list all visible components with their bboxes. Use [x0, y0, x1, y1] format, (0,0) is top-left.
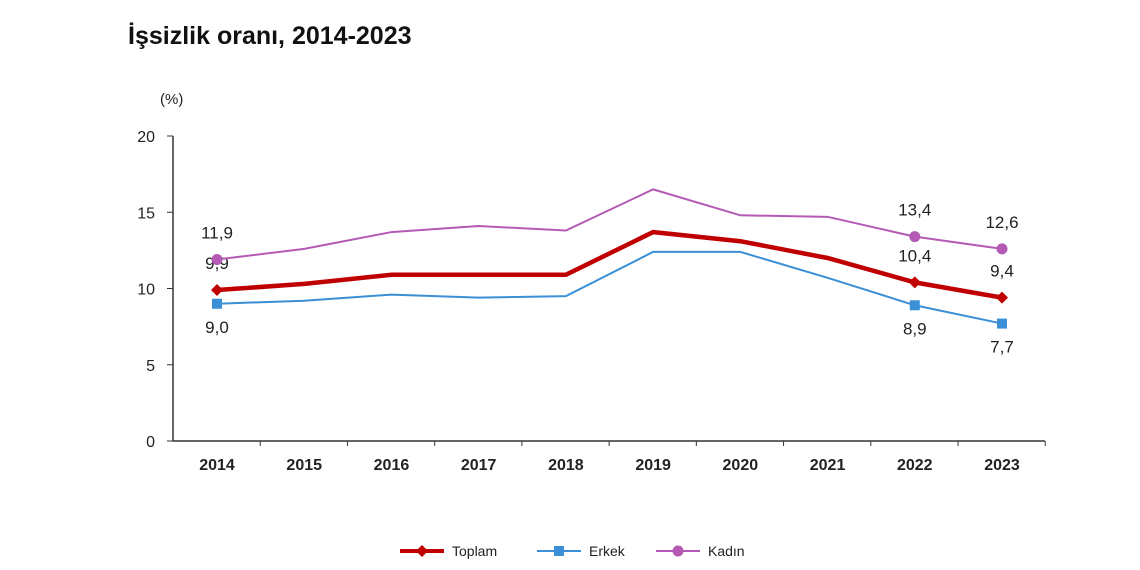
data-point-kadn: [996, 243, 1008, 255]
data-label-kadn: 11,9: [201, 224, 233, 243]
data-label-erkek: 7,7: [990, 338, 1014, 357]
data-point-kadn: [909, 231, 921, 243]
data-point-toplam: [908, 276, 921, 289]
data-label-kadn: 13,4: [898, 201, 931, 220]
y-tick-label: 15: [137, 205, 155, 222]
legend-label-kadn: Kadın: [708, 543, 745, 559]
legend-marker-erkek: [554, 546, 564, 556]
data-point-erkek: [212, 298, 222, 309]
x-tick-label: 2016: [374, 457, 410, 474]
x-tick-label: 2014: [199, 457, 235, 474]
x-tick-label: 2018: [548, 457, 584, 474]
x-tick-label: 2020: [723, 457, 759, 474]
x-tick-label: 2023: [984, 457, 1020, 474]
data-point-toplam: [211, 284, 223, 297]
x-tick-label: 2015: [286, 457, 322, 474]
x-tick-label: 2019: [635, 457, 671, 474]
data-point-toplam: [996, 291, 1008, 304]
x-tick-label: 2021: [810, 457, 846, 474]
chart-title: İşsizlik oranı, 2014-2023: [128, 22, 412, 50]
data-label-kadn: 12,6: [985, 213, 1018, 232]
data-label-toplam: 10,4: [898, 246, 931, 265]
y-tick-label: 20: [137, 129, 155, 146]
data-point-erkek: [909, 300, 920, 311]
legend-label-erkek: Erkek: [589, 543, 626, 559]
data-label-toplam: 9,4: [990, 262, 1014, 281]
data-point-kadn: [211, 254, 223, 266]
data-label-erkek: 8,9: [903, 319, 927, 338]
data-point-erkek: [997, 318, 1007, 329]
y-tick-label: 5: [146, 358, 155, 375]
y-tick-label: 10: [137, 282, 155, 299]
x-tick-label: 2017: [461, 457, 497, 474]
data-label-erkek: 9,0: [205, 318, 229, 337]
series-line-erkek: [216, 250, 1003, 325]
y-axis-label: (%): [160, 91, 183, 108]
x-tick-label: 2022: [897, 457, 933, 474]
legend-label-toplam: Toplam: [452, 543, 497, 559]
legend-marker-kadn: [672, 545, 684, 557]
series-line-toplam: [216, 229, 1003, 300]
legend-marker-toplam: [416, 545, 428, 557]
y-tick-label: 0: [146, 434, 155, 451]
series-line-kadn: [216, 188, 1003, 261]
